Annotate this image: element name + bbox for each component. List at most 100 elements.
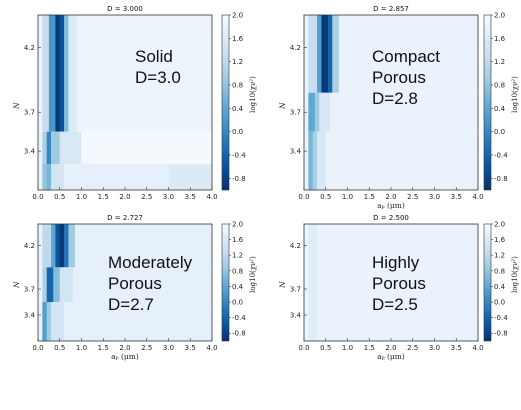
annotation-line: D=2.7 (108, 295, 154, 314)
heatmap-cell (64, 302, 213, 341)
colorbar-tick-label: -0.8 (232, 330, 246, 338)
x-tick-label: 3.0 (163, 193, 174, 201)
heatmap-cell (42, 15, 50, 132)
colorbar-tick-label: 2.0 (232, 221, 243, 229)
x-tick-label: 2.0 (119, 344, 130, 352)
colorbar (221, 223, 230, 342)
x-tick-label: 0.0 (32, 344, 43, 352)
x-tick-label: 2.0 (385, 193, 396, 201)
annotation-line: Highly (372, 253, 420, 272)
x-tick-label: 3.0 (429, 193, 440, 201)
colorbar-tick-label: 0.4 (494, 105, 506, 113)
panel-title: D = 2.857 (373, 5, 409, 13)
annotation-line: Porous (372, 274, 426, 293)
heatmap-cell (55, 15, 61, 132)
y-tick-label: 3.7 (290, 286, 301, 294)
y-tick-label: 3.4 (290, 312, 302, 320)
colorbar-tick-label: 0.8 (232, 82, 243, 90)
x-tick-label: 3.0 (429, 344, 440, 352)
y-tick-label: 3.7 (24, 109, 35, 117)
heatmap-cell (312, 131, 318, 190)
x-axis-label: aₚ (μm) (111, 352, 139, 361)
heatmap-cell (308, 15, 318, 93)
y-tick-label: 4.2 (24, 44, 35, 52)
colorbar-tick-label: 0.8 (232, 267, 243, 275)
colorbar (483, 223, 492, 342)
y-tick-label: 3.7 (24, 286, 35, 294)
y-tick-label: 3.4 (24, 148, 36, 156)
heatmap-cell (59, 131, 82, 165)
heatmap-cell (64, 224, 69, 268)
colorbar-tick-label: -0.4 (232, 152, 246, 160)
annotation-line: Solid (135, 47, 173, 66)
annotation-line: D=3.0 (135, 68, 181, 87)
y-tick-label: 3.7 (290, 109, 301, 117)
panel-title: D = 3.000 (107, 5, 143, 13)
y-axis-label: N (278, 281, 287, 289)
x-tick-label: 1.5 (98, 344, 109, 352)
heatmap-cell (308, 92, 316, 132)
heatmap-panel-2: D = 2.857 0.0 0.5 1.0 1.5 2.0 2.5 3.0 3.5 4.0 3.4 3… (278, 5, 519, 210)
colorbar-tick-label: 0.0 (232, 299, 243, 307)
x-tick-label: 3.5 (451, 193, 462, 201)
heatmap-cell (42, 267, 47, 302)
panel-title: D = 2.500 (373, 214, 409, 222)
x-tick-label: 4.0 (206, 344, 217, 352)
heatmap-cell (330, 92, 479, 132)
colorbar-tick-label: 2.0 (494, 221, 505, 229)
x-tick-label: 0.0 (32, 193, 43, 201)
colorbar-label: log10(χν²) (511, 256, 519, 293)
colorbar-tick-label: 0.0 (494, 128, 505, 136)
heatmap-cell (42, 224, 52, 268)
panel-title: D = 2.727 (107, 214, 143, 222)
x-tick-label: 2.5 (407, 193, 418, 201)
heatmap-cell (304, 224, 309, 341)
colorbar-tick-label: 2.0 (232, 12, 243, 20)
x-tick-label: 3.5 (185, 193, 196, 201)
heatmap-cell (42, 302, 47, 341)
y-axis-label: N (12, 102, 21, 110)
heatmap-panel-1: D = 3.000 0.0 0.5 1.0 1.5 2.0 2.5 3.0 3.5 4.0 3.4 3… (12, 5, 257, 201)
x-tick-label: 0.5 (320, 344, 331, 352)
annotation-line: Porous (108, 274, 162, 293)
heatmap-cell (314, 92, 320, 132)
colorbar-tick-label: 0.8 (494, 267, 505, 275)
heatmap-cell (55, 224, 61, 268)
x-tick-label: 2.5 (141, 193, 152, 201)
x-tick-label: 0.0 (298, 193, 309, 201)
x-tick-label: 1.0 (76, 344, 87, 352)
annotation-line: Compact (372, 47, 440, 66)
colorbar (221, 14, 230, 191)
heatmap-cell (38, 131, 43, 165)
heatmap-cell (168, 164, 213, 190)
heatmap-cell (332, 15, 340, 93)
colorbar-tick-label: 1.6 (232, 236, 244, 244)
x-tick-label: 2.5 (141, 344, 152, 352)
heatmap-cell (64, 164, 169, 190)
colorbar-label: log10(χν²) (511, 76, 519, 113)
annotation-line: D=2.5 (372, 295, 418, 314)
x-tick-label: 4.0 (472, 344, 483, 352)
colorbar-tick-label: -0.8 (494, 175, 508, 183)
heatmap-panel-3: D = 2.727 0.0 0.5 1.0 1.5 2.0 2.5 3.0 3.5 4.0 3.4 3… (12, 214, 257, 361)
x-tick-label: 3.5 (451, 344, 462, 352)
heatmap-cell (38, 302, 43, 341)
colorbar-tick-label: -0.8 (494, 330, 508, 338)
x-tick-label: 2.0 (385, 344, 396, 352)
heatmap-cell (59, 224, 65, 268)
x-tick-label: 1.5 (364, 193, 375, 201)
x-tick-label: 4.0 (206, 193, 217, 201)
colorbar-tick-label: 1.2 (232, 252, 243, 260)
x-tick-label: 0.0 (298, 344, 309, 352)
colorbar (483, 14, 492, 191)
heatmap-panel-4: D = 2.500 0.0 0.5 1.0 1.5 2.0 2.5 3.0 3.5 4.0 3.4 3… (278, 214, 519, 361)
heatmap-cell (38, 267, 43, 302)
x-tick-label: 2.5 (407, 344, 418, 352)
heatmap-cell (317, 131, 327, 190)
y-tick-label: 4.2 (290, 44, 301, 52)
heatmap-cell (46, 267, 54, 302)
heatmap-cell (51, 164, 65, 190)
heatmap-cell (42, 131, 47, 165)
heatmap-cell (317, 15, 322, 93)
colorbar-tick-label: 0.8 (494, 82, 505, 90)
